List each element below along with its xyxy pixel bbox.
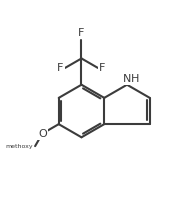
Text: O: O: [38, 129, 47, 139]
Text: H: H: [131, 74, 140, 84]
Text: methoxy: methoxy: [6, 144, 33, 149]
Text: F: F: [78, 28, 85, 38]
Text: F: F: [99, 63, 106, 73]
Text: F: F: [57, 63, 64, 73]
Text: N: N: [123, 74, 131, 84]
